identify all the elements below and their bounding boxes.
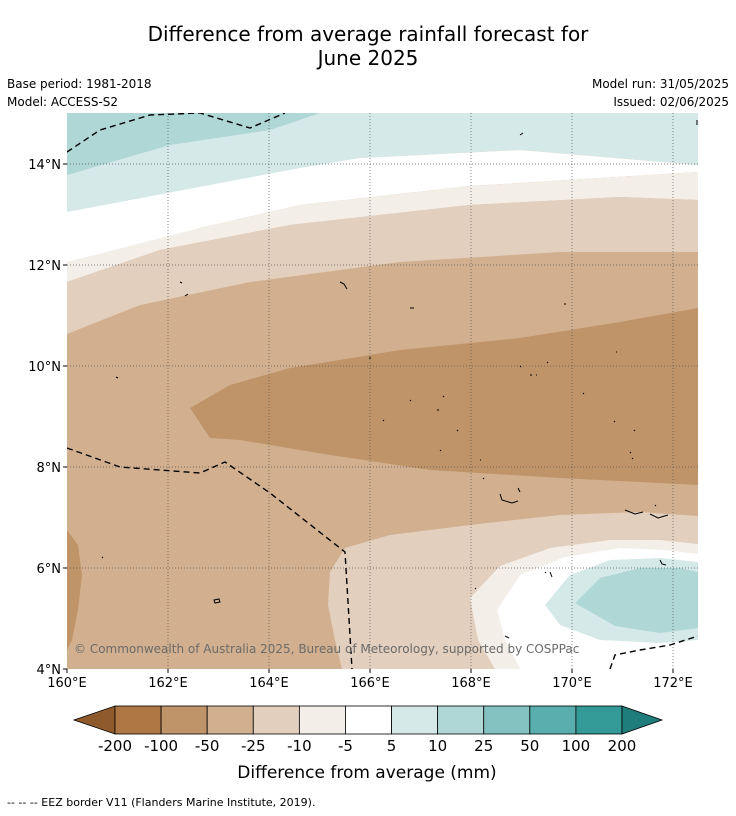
- colorbar-tick-label: 200: [608, 737, 637, 755]
- colorbar-arrow-low: [72, 705, 116, 735]
- colorbar-arrow-high: [621, 705, 664, 735]
- colorbar-tick-label: -5: [338, 737, 353, 755]
- model-name: Model: ACCESS-S2: [7, 95, 119, 109]
- colorbar-labels: -200 -100 -50 -25 -10 -5 5 10 25 50 100 200: [98, 737, 636, 755]
- colorbar-tick-label: -100: [144, 737, 178, 755]
- eez-border-west: [67, 447, 353, 669]
- colorbar-tick-label: -25: [241, 737, 266, 755]
- colorbar-tick-label: 100: [562, 737, 591, 755]
- colorbar-title: Difference from average (mm): [237, 763, 496, 783]
- colorbar-tick-label: 10: [428, 737, 447, 755]
- islands: [101, 120, 698, 639]
- rainfall-anomaly-map: [67, 113, 698, 669]
- eez-border-southeast: [609, 635, 698, 669]
- colorbar: -200 -100 -50 -25 -10 -5 5 10 25 50 100 200 Differe…: [72, 705, 664, 783]
- colorbar-segment: [345, 705, 392, 735]
- colorbar-tick-label: -10: [287, 737, 312, 755]
- issued-date: Issued: 02/06/2025: [613, 95, 729, 109]
- y-axis-labels: 14°N 12°N 10°N 8°N 6°N 4°N: [28, 158, 67, 678]
- eez-footnote: -- -- -- EEZ border V11 (Flanders Marine…: [7, 796, 316, 809]
- colorbar-segment: [483, 705, 531, 735]
- meta-left: Base period: 1981-2018 Model: ACCESS-S2: [7, 75, 152, 111]
- colorbar-segment: [206, 705, 254, 735]
- colorbar-tick-label: 50: [520, 737, 539, 755]
- colorbar-tick-label: 5: [387, 737, 397, 755]
- x-tick-164e: 164°E: [249, 676, 289, 691]
- colorbar-segment: [437, 705, 485, 735]
- colorbar-segment: [529, 705, 577, 735]
- x-tick-166e: 166°E: [350, 676, 390, 691]
- x-tick-160e: 160°E: [47, 676, 87, 691]
- colorbar-segment: [114, 705, 162, 735]
- colorbar-segment: [252, 705, 300, 735]
- y-tick-10n: 10°N: [28, 360, 61, 375]
- colorbar-tick-label: 25: [474, 737, 493, 755]
- title-line-2: June 2025: [317, 46, 419, 70]
- colorbar-segments: [114, 705, 623, 735]
- y-tick-4n: 4°N: [37, 663, 62, 678]
- model-run: Model run: 31/05/2025: [591, 77, 729, 91]
- x-tick-172e: 172°E: [653, 676, 693, 691]
- colorbar-segment: [575, 705, 623, 735]
- map-title: Difference from average rainfall forecas…: [0, 22, 736, 70]
- x-axis-labels: 160°E 162°E 164°E 166°E 168°E 170°E 172°…: [47, 669, 693, 691]
- eez-border-north: [67, 113, 286, 153]
- y-tick-6n: 6°N: [37, 562, 62, 577]
- colorbar-segment: [391, 705, 439, 735]
- x-tick-170e: 170°E: [552, 676, 592, 691]
- title-line-1: Difference from average rainfall forecas…: [147, 22, 589, 46]
- x-tick-168e: 168°E: [451, 676, 491, 691]
- graticule: [67, 113, 698, 669]
- y-tick-12n: 12°N: [28, 259, 61, 274]
- colorbar-tick-label: -50: [195, 737, 220, 755]
- x-tick-162e: 162°E: [148, 676, 188, 691]
- colorbar-tick-label: -200: [98, 737, 132, 755]
- y-tick-8n: 8°N: [37, 461, 62, 476]
- colorbar-segment: [160, 705, 208, 735]
- eez-borders: [67, 113, 698, 669]
- base-period: Base period: 1981-2018: [7, 77, 152, 91]
- colorbar-segment: [298, 705, 346, 735]
- meta-right: Model run: 31/05/2025 Issued: 02/06/2025: [592, 75, 729, 111]
- y-tick-14n: 14°N: [28, 158, 61, 173]
- copyright-notice: © Commonwealth of Australia 2025, Bureau…: [74, 642, 579, 656]
